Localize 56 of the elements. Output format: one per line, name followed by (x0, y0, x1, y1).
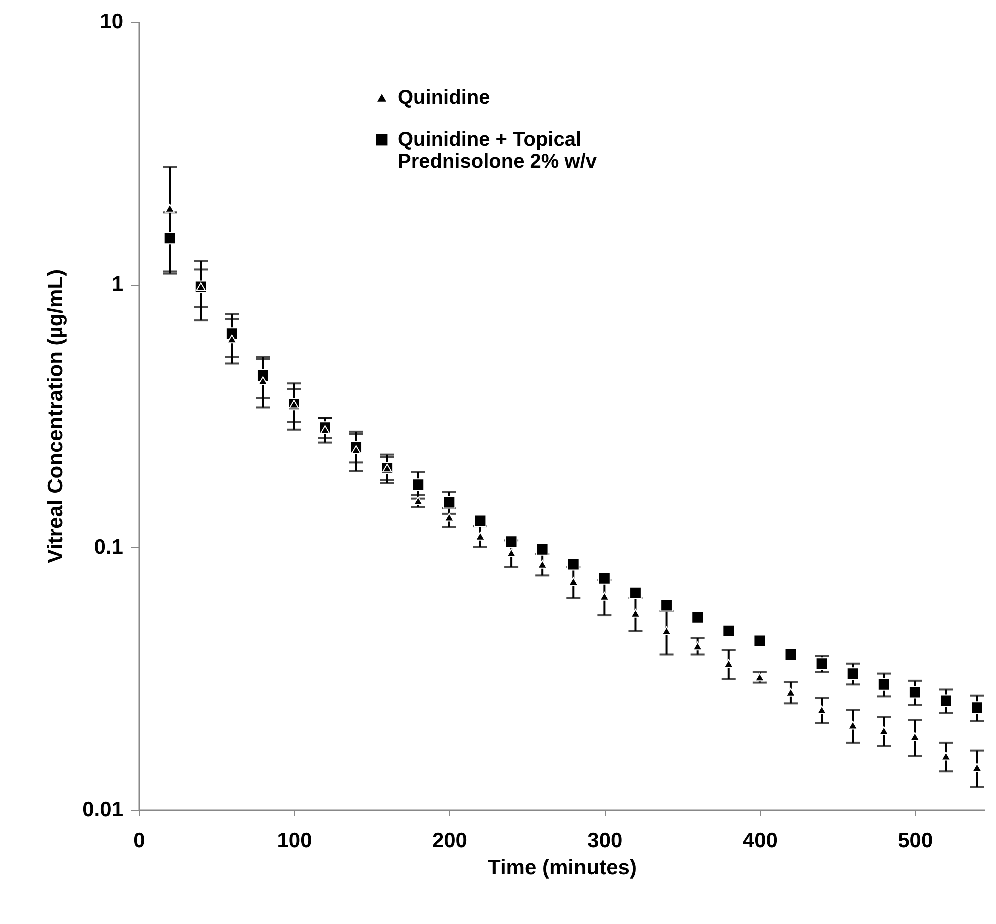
point (786, 688, 796, 697)
point (972, 763, 982, 772)
point (600, 592, 610, 601)
y-tick-label: 10 (100, 10, 124, 34)
x-tick-label: 400 (742, 830, 778, 852)
point (630, 609, 641, 618)
point (567, 558, 580, 571)
legend-label: Quinidine + Topical Prednisolone 2% w/v (398, 129, 598, 173)
point (722, 624, 736, 638)
y-tick-label: 0.1 (94, 536, 124, 559)
point (692, 611, 704, 624)
point (351, 445, 362, 454)
point (908, 686, 922, 699)
point (878, 678, 890, 691)
legend-label: Quinidine (398, 87, 490, 109)
point (940, 694, 952, 708)
y-axis-title: Vitreal Concentration (µg/mL) (44, 269, 68, 564)
point (846, 668, 860, 680)
point (568, 577, 579, 586)
point (538, 560, 548, 569)
point (598, 572, 611, 585)
x-tick-label: 300 (588, 830, 623, 852)
y-tick-label: 1 (112, 273, 124, 296)
point (505, 536, 518, 548)
point (692, 642, 703, 651)
point (660, 599, 673, 612)
point (444, 513, 454, 522)
point (474, 514, 487, 528)
point (165, 204, 176, 213)
point (227, 334, 238, 344)
x-tick-label: 100 (277, 830, 312, 852)
point (910, 732, 920, 742)
point (506, 548, 517, 558)
point (848, 720, 858, 730)
x-tick-label: 200 (432, 830, 468, 852)
point (320, 426, 330, 434)
point (443, 496, 456, 509)
x-axis-title: Time (minutes) (488, 856, 637, 880)
point (536, 543, 549, 556)
x-tick-label: 0 (134, 830, 146, 852)
point (630, 586, 642, 600)
point (817, 706, 827, 715)
x-tick-label: 500 (898, 830, 934, 852)
point (412, 478, 425, 492)
point (784, 648, 798, 661)
point (971, 702, 984, 714)
point (724, 660, 734, 668)
point (941, 752, 952, 761)
point (258, 376, 268, 386)
point (754, 634, 766, 648)
y-tick-label: 0.01 (82, 798, 124, 822)
point (816, 658, 828, 670)
point (476, 532, 486, 541)
point (662, 626, 672, 636)
point (879, 726, 890, 736)
point (164, 232, 176, 245)
